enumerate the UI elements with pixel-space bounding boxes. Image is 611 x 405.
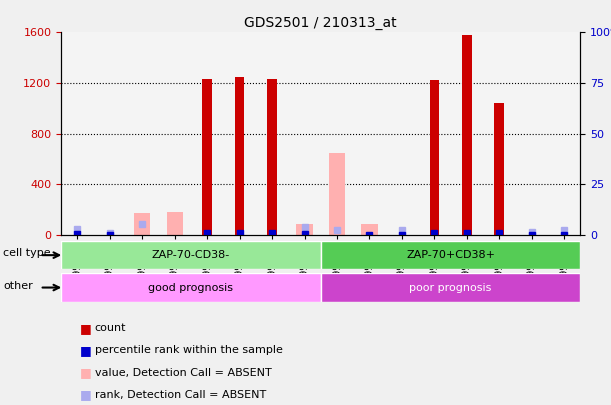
- FancyBboxPatch shape: [61, 241, 321, 269]
- Bar: [296, 224, 313, 235]
- Bar: [353, 32, 386, 235]
- Bar: [267, 79, 277, 235]
- Bar: [516, 32, 548, 235]
- Bar: [167, 212, 183, 235]
- Text: ■: ■: [79, 322, 91, 335]
- Bar: [134, 213, 150, 235]
- Text: ■: ■: [79, 344, 91, 357]
- Text: good prognosis: good prognosis: [148, 283, 233, 292]
- Bar: [483, 32, 516, 235]
- Bar: [224, 32, 256, 235]
- Title: GDS2501 / 210313_at: GDS2501 / 210313_at: [244, 16, 397, 30]
- Bar: [386, 32, 418, 235]
- Text: count: count: [95, 323, 126, 333]
- Bar: [462, 35, 472, 235]
- Text: ■: ■: [79, 388, 91, 401]
- Bar: [256, 32, 288, 235]
- Bar: [93, 32, 126, 235]
- FancyBboxPatch shape: [61, 273, 321, 302]
- Bar: [494, 103, 504, 235]
- Text: percentile rank within the sample: percentile rank within the sample: [95, 345, 282, 355]
- Bar: [61, 32, 93, 235]
- Bar: [450, 32, 483, 235]
- Bar: [126, 32, 158, 235]
- Bar: [418, 32, 450, 235]
- Text: other: other: [3, 281, 33, 291]
- Bar: [329, 153, 345, 235]
- Bar: [191, 32, 224, 235]
- FancyBboxPatch shape: [321, 273, 580, 302]
- Text: ZAP-70-CD38-: ZAP-70-CD38-: [152, 250, 230, 260]
- Bar: [202, 79, 212, 235]
- Bar: [235, 77, 244, 235]
- Bar: [288, 32, 321, 235]
- Bar: [321, 32, 353, 235]
- Text: value, Detection Call = ABSENT: value, Detection Call = ABSENT: [95, 368, 271, 377]
- Bar: [548, 32, 580, 235]
- FancyBboxPatch shape: [321, 241, 580, 269]
- Bar: [361, 224, 378, 235]
- Text: poor prognosis: poor prognosis: [409, 283, 492, 292]
- Text: ■: ■: [79, 366, 91, 379]
- Bar: [158, 32, 191, 235]
- Text: ZAP-70+CD38+: ZAP-70+CD38+: [406, 250, 495, 260]
- Text: rank, Detection Call = ABSENT: rank, Detection Call = ABSENT: [95, 390, 266, 400]
- Bar: [430, 81, 439, 235]
- Text: cell type: cell type: [3, 248, 51, 258]
